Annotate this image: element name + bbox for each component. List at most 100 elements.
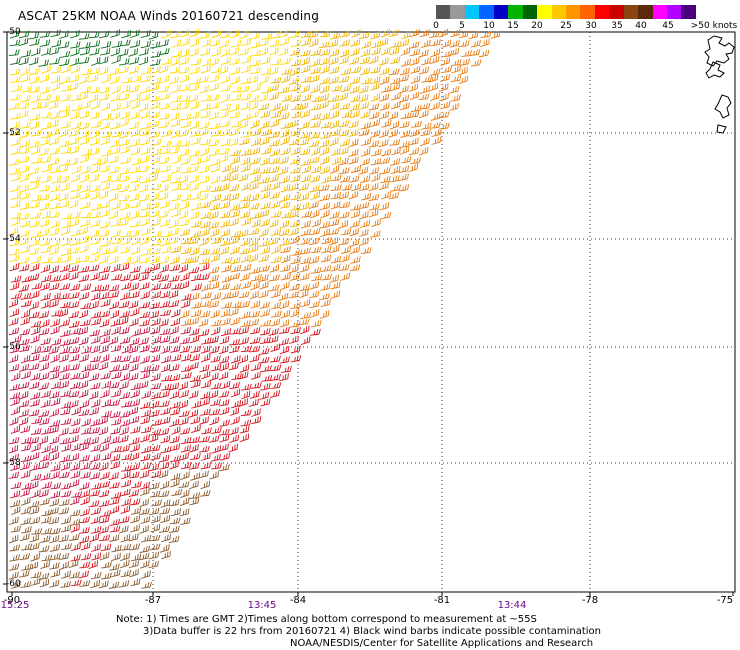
wind-barb <box>140 445 152 454</box>
wind-barb <box>101 113 112 121</box>
wind-barb <box>178 417 189 426</box>
wind-barb <box>219 31 231 39</box>
wind-barb <box>128 345 139 354</box>
wind-barb <box>20 455 32 462</box>
wind-barb <box>179 95 191 103</box>
wind-barb <box>169 264 181 272</box>
wind-barb <box>79 154 89 164</box>
wind-barb <box>140 267 152 274</box>
wind-barb <box>49 58 61 65</box>
wind-barb <box>60 182 70 192</box>
wind-barb <box>298 183 309 191</box>
wind-barb <box>148 31 159 40</box>
wind-barb <box>260 68 272 76</box>
wind-barb <box>238 354 249 364</box>
wind-barb <box>169 256 180 265</box>
wind-barb <box>189 78 201 85</box>
wind-barb <box>131 93 141 102</box>
wind-barb <box>270 318 281 327</box>
wind-barb <box>50 318 60 327</box>
wind-barb <box>278 103 289 112</box>
wind-barb <box>270 110 282 119</box>
wind-barb <box>231 400 242 409</box>
wind-barb <box>31 194 42 202</box>
wind-barb <box>338 191 349 200</box>
wind-barb <box>378 139 389 148</box>
wind-barb <box>298 318 310 326</box>
wind-barb <box>168 76 179 85</box>
wind-barb <box>151 499 162 507</box>
wind-barb <box>440 57 451 66</box>
wind-barb <box>120 145 130 154</box>
wind-barb <box>108 192 119 202</box>
wind-barb <box>71 491 83 498</box>
wind-barb <box>8 298 19 308</box>
wind-barb <box>89 86 101 94</box>
wind-barb <box>89 418 100 427</box>
wind-barb <box>228 362 239 371</box>
wind-barb <box>50 292 61 301</box>
wind-barb <box>309 38 319 48</box>
wind-barb <box>180 471 190 481</box>
wind-barb <box>28 32 40 40</box>
wind-barb <box>70 211 81 220</box>
wind-barb <box>280 57 291 65</box>
wind-barb <box>59 159 71 166</box>
wind-barb <box>309 300 320 309</box>
wind-barb <box>78 226 88 236</box>
wind-barb <box>361 192 372 201</box>
wind-barb <box>149 111 161 119</box>
wind-barb <box>170 401 181 409</box>
wind-barb <box>29 480 39 490</box>
wind-barb <box>70 121 82 130</box>
wind-barb <box>349 227 359 237</box>
wind-barb <box>140 146 151 155</box>
wind-barbs <box>8 28 501 589</box>
wind-barb <box>168 499 180 507</box>
wind-barb <box>50 325 60 335</box>
wind-barb <box>41 554 53 562</box>
wind-barb <box>18 400 30 408</box>
wind-barb <box>29 506 40 515</box>
wind-barb <box>110 112 121 121</box>
wind-barb <box>49 420 61 427</box>
wind-barb <box>20 581 32 588</box>
wind-barb <box>109 139 120 148</box>
wind-barb <box>60 418 72 426</box>
wind-barb <box>158 113 170 120</box>
coastline-segment <box>714 94 732 119</box>
note-line-2: 3)Data buffer is 22 hrs from 20160721 4)… <box>143 626 601 637</box>
wind-barb <box>259 75 269 85</box>
wind-barb <box>280 175 291 184</box>
wind-barb <box>249 337 261 344</box>
wind-barb <box>301 165 312 174</box>
wind-barb <box>181 318 192 327</box>
wind-barb <box>140 453 151 462</box>
wind-barb <box>209 82 219 92</box>
wind-barb <box>260 56 271 65</box>
wind-barb <box>148 364 160 372</box>
wind-barb <box>20 470 31 479</box>
wind-barb <box>260 398 271 407</box>
wind-barb <box>140 40 151 49</box>
wind-barb <box>69 353 80 362</box>
wind-barb <box>49 165 61 174</box>
wind-barb <box>68 311 79 319</box>
wind-barb <box>9 554 20 562</box>
wind-barb <box>110 218 121 227</box>
wind-barb <box>99 319 110 328</box>
wind-barb <box>69 479 80 488</box>
wind-barb <box>160 435 171 444</box>
wind-barb <box>68 129 80 137</box>
wind-barb <box>431 129 442 137</box>
wind-barb <box>39 30 51 38</box>
wind-barb <box>468 31 479 40</box>
wind-barb <box>150 382 162 390</box>
wind-barb <box>198 329 210 337</box>
wind-barb <box>288 77 300 85</box>
wind-barb <box>80 219 91 227</box>
wind-barb <box>408 110 420 119</box>
wind-barb <box>109 301 120 310</box>
wind-barb <box>178 400 188 409</box>
wind-barb <box>191 283 202 291</box>
